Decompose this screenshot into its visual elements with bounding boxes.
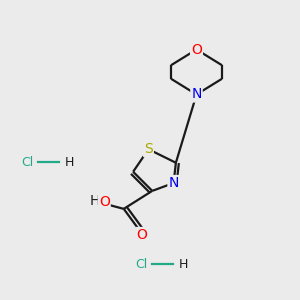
Text: O: O (99, 195, 110, 209)
Text: H: H (178, 257, 188, 271)
Text: H: H (64, 155, 74, 169)
Text: N: N (168, 176, 179, 190)
Text: N: N (191, 88, 202, 101)
Text: O: O (191, 43, 202, 56)
Text: Cl: Cl (21, 155, 33, 169)
Text: O: O (136, 228, 147, 242)
Text: Cl: Cl (135, 257, 147, 271)
Text: S: S (144, 142, 153, 156)
Text: H: H (90, 194, 101, 208)
